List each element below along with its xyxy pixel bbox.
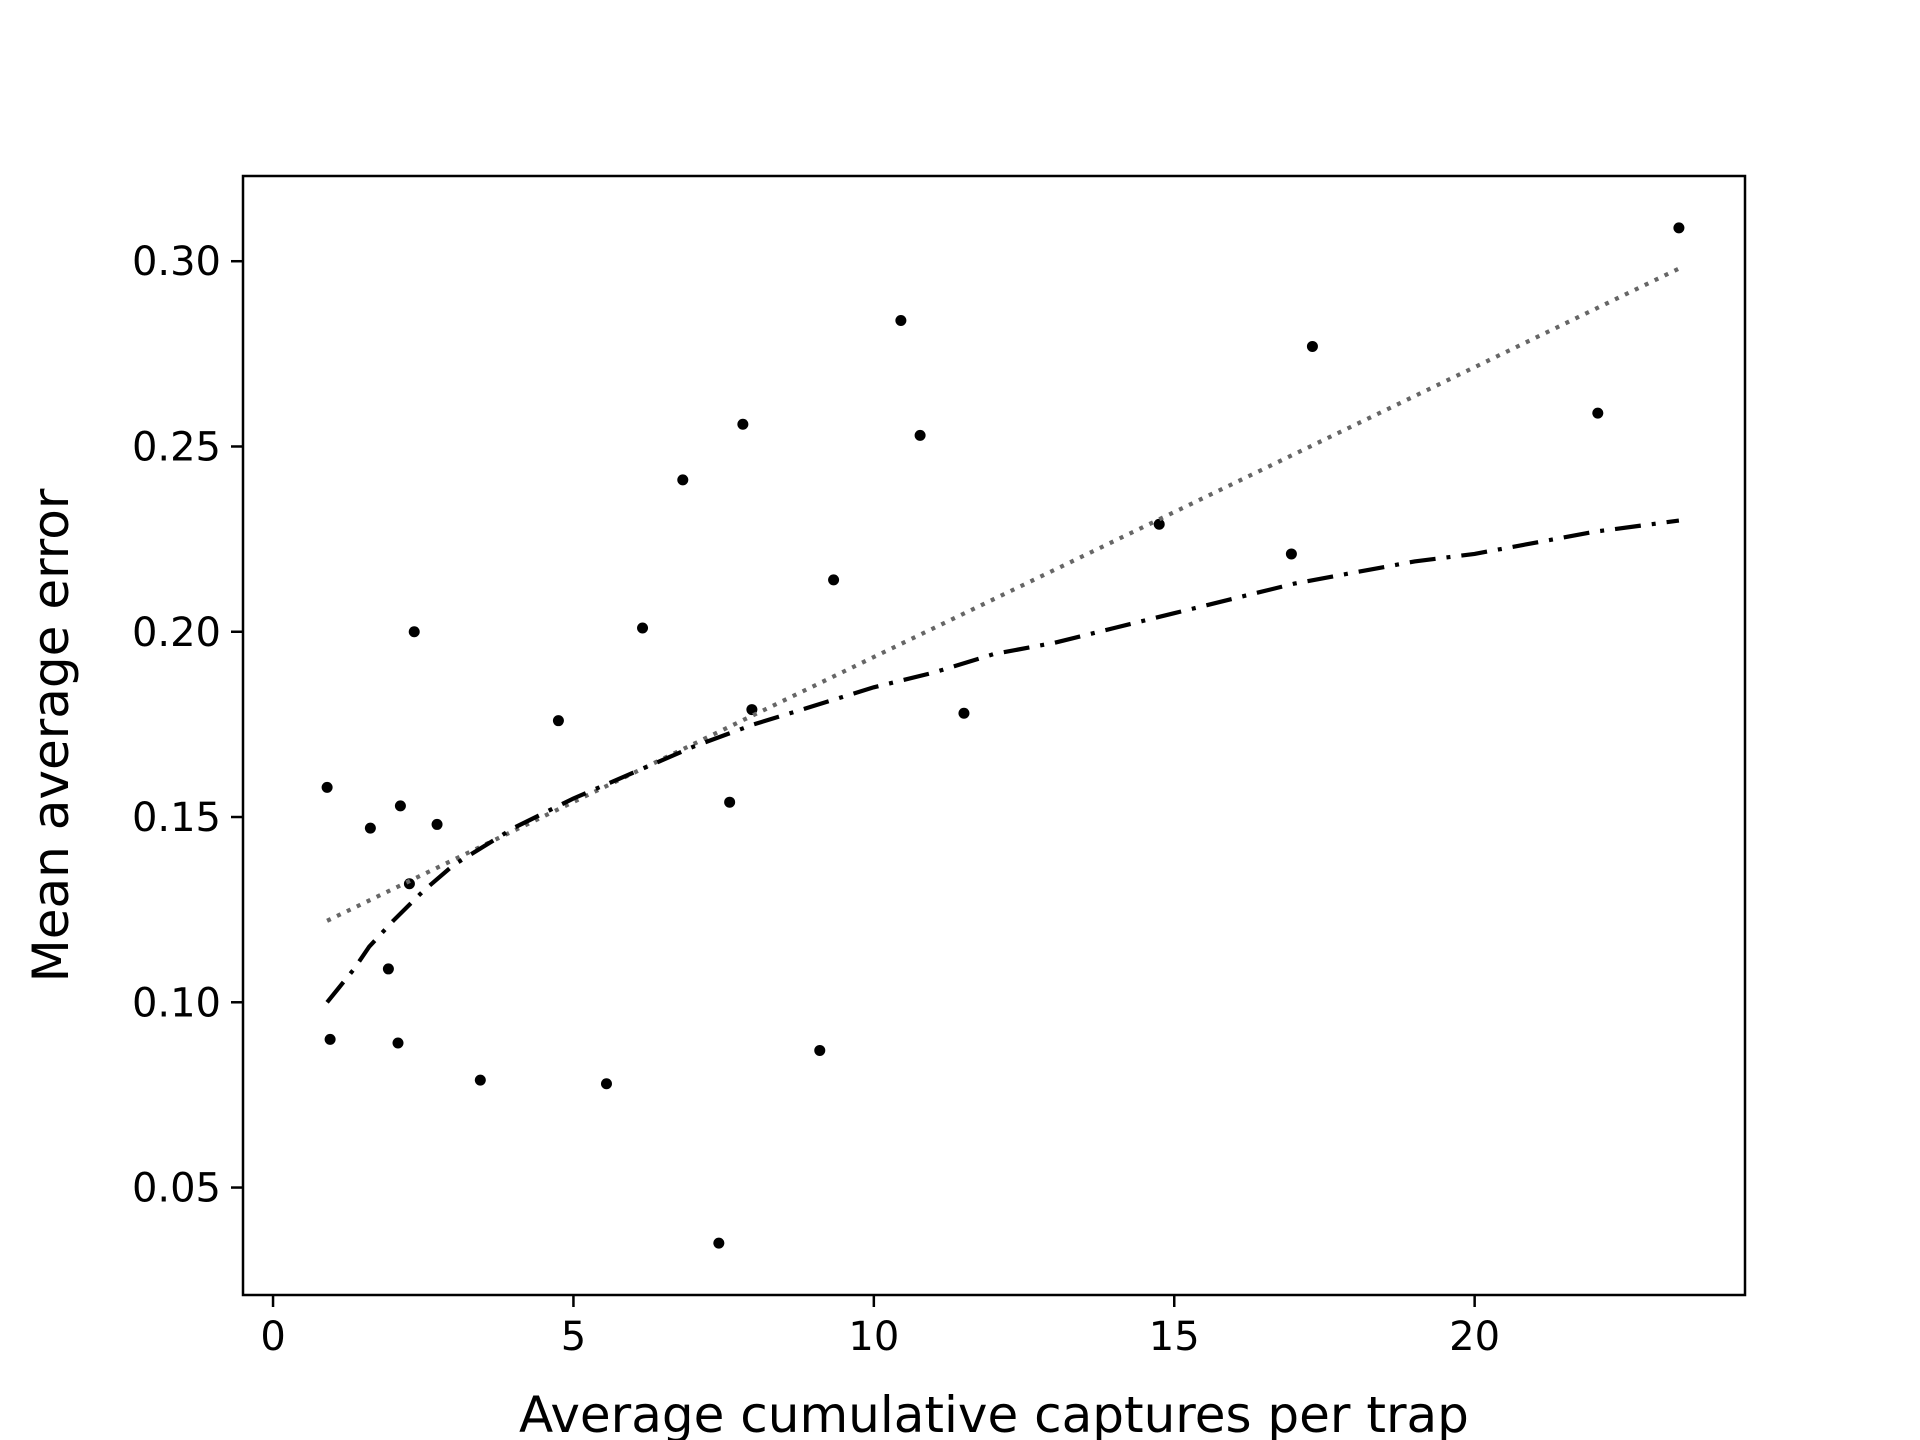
scatter-point [1592,407,1604,419]
scatter-point [321,781,333,793]
scatter-point [1285,548,1297,560]
scatter-point [677,474,689,486]
x-axis-label: Average cumulative captures per trap [519,1386,1469,1440]
scatter-point [392,1037,404,1049]
scatter-point [474,1074,486,1086]
scatter-point [382,963,394,975]
curve-fit-line [325,518,1680,1004]
scatter-point [600,1078,612,1090]
y-tick-label: 0.25 [132,424,221,470]
y-axis-label: Mean average error [22,488,80,982]
y-tick-label: 0.05 [132,1166,221,1212]
y-tick-label: 0.15 [132,795,221,841]
y-tick-label: 0.30 [132,239,221,285]
scatter-point [394,800,406,812]
scatter-point [552,715,564,727]
x-axis-ticks: 0 5 10 15 20 [260,1295,1500,1360]
x-tick-label: 0 [260,1314,285,1360]
scatter-point [958,707,970,719]
y-axis-ticks: 0.05 0.10 0.15 0.20 0.25 0.30 [132,239,243,1212]
x-tick-label: 5 [561,1314,586,1360]
scatter-point [713,1237,725,1249]
scatter-point [914,429,926,441]
scatter-point [724,796,736,808]
plot-marks [321,222,1685,1249]
scatter-point [324,1033,336,1045]
x-tick-label: 20 [1449,1314,1500,1360]
scatter-point [637,622,649,634]
x-tick-label: 10 [848,1314,899,1360]
scatter-point [814,1044,826,1056]
linear-fit-line [326,266,1680,923]
scatter-point [1153,518,1165,530]
scatter-point [1306,340,1318,352]
scatter-point [828,574,840,586]
scatter-point [408,626,420,638]
y-tick-label: 0.10 [132,980,221,1026]
scatter-point [431,818,443,830]
scatter-point [895,315,907,327]
plot-frame [241,174,1747,1297]
scatter-point [364,822,376,834]
y-tick-label: 0.20 [132,610,221,656]
scatter-point [1673,222,1685,234]
scatter-point [737,418,749,430]
x-tick-label: 15 [1149,1314,1200,1360]
